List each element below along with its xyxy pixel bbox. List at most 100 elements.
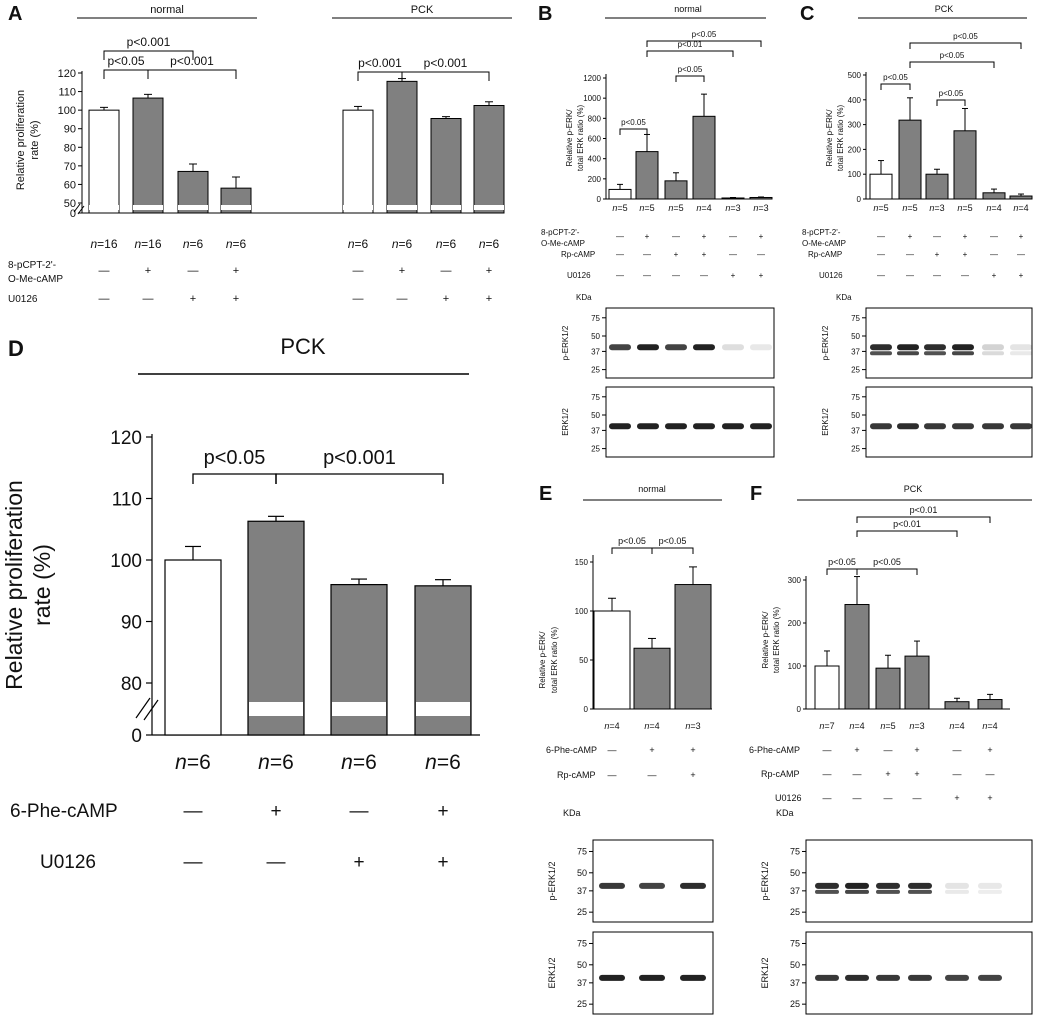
blot-band-F: [908, 974, 932, 981]
n-label-B: n=5: [639, 203, 654, 213]
significance-bracket-E: [611, 547, 653, 554]
y-tick-label-A: 50: [64, 198, 76, 210]
axis-break-gap-A: [178, 205, 208, 210]
axis-break-gap-A: [221, 205, 251, 210]
marker-label-F: 75: [790, 938, 800, 948]
treatment-sign-F: +: [885, 769, 890, 779]
y-tick-label-C: 400: [848, 96, 862, 105]
treatment-sign-C: —: [933, 271, 941, 280]
treatment-sign-D: —: [184, 801, 203, 822]
kda-label-E: KDa: [563, 808, 581, 818]
treatment-label-B: Rp-cAMP: [561, 250, 595, 259]
kda-label-C: KDa: [836, 293, 852, 302]
axis-break-slash-D: [143, 699, 159, 721]
significance-bracket-D: [275, 473, 444, 484]
treatment-sign-E: +: [690, 745, 695, 755]
treatment-sign-A: +: [190, 293, 196, 305]
y-axis-label-A: Relative proliferation: [15, 90, 27, 190]
blot-band-F: [815, 889, 839, 894]
treatment-label-D: 6-Phe-cAMP: [10, 801, 118, 822]
marker-label-C: 75: [851, 314, 860, 323]
marker-label-E: 25: [577, 907, 587, 917]
treatment-sign-C: —: [877, 271, 885, 280]
y-tick-label-C: 500: [848, 71, 862, 80]
n-label-F: n=3: [909, 721, 924, 731]
treatment-sign-D: +: [437, 852, 448, 873]
blot-band-C: [952, 344, 974, 351]
p-value-label-F: p<0.05: [828, 557, 856, 567]
n-label-A: n=16: [90, 237, 117, 251]
treatment-sign-C: —: [877, 250, 885, 259]
blot-band-F: [945, 882, 969, 889]
bar-F: [977, 699, 1003, 710]
blot-band-B: [722, 344, 744, 351]
bar-A: [342, 109, 374, 214]
treatment-sign-A: —: [353, 293, 364, 305]
n-label-D: n=6: [341, 751, 377, 774]
n-label-A: n=6: [226, 237, 247, 251]
treatment-sign-C: +: [935, 250, 940, 259]
n-label-C: n=5: [873, 203, 888, 213]
treatment-sign-F: —: [986, 769, 995, 779]
bar-F: [844, 604, 870, 710]
axis-break-gap-A: [431, 205, 461, 210]
blot-band-F: [815, 882, 839, 889]
y-tick-label-E: 100: [575, 607, 589, 616]
group-label-F: PCK: [904, 484, 923, 494]
axis-break-gap-A: [387, 205, 417, 210]
blot-row-label-B: ERK1/2: [561, 408, 570, 436]
marker-label-F: 37: [790, 886, 800, 896]
blot-row-label-B: p-ERK1/2: [561, 325, 570, 360]
blot-band-C: [897, 351, 919, 356]
n-label-C: n=5: [902, 203, 917, 213]
y-tick-label-E: 0: [584, 705, 589, 714]
y-tick-label-B: 0: [597, 195, 602, 204]
y-tick-label-A: 0: [70, 208, 76, 220]
group-label-B: normal: [674, 4, 702, 14]
y-axis-label-C: Relative p-ERK/: [825, 109, 834, 167]
treatment-sign-B: —: [616, 232, 624, 241]
p-value-label-C: p<0.05: [953, 32, 978, 41]
y-tick-label-A: 110: [58, 87, 76, 99]
blot-band-F: [908, 882, 932, 889]
n-label-C: n=4: [1013, 203, 1028, 213]
blot-band-E: [680, 882, 706, 889]
significance-bracket-C: [880, 83, 911, 90]
bar-B: [608, 188, 632, 200]
treatment-sign-C: +: [1019, 232, 1024, 241]
treatment-label-E: Rp-cAMP: [557, 770, 596, 780]
treatment-sign-F: —: [853, 793, 862, 803]
y-tick-label-D: 80: [121, 674, 142, 695]
bar-A: [132, 97, 164, 214]
marker-label-C: 50: [851, 411, 860, 420]
marker-label-F: 25: [790, 907, 800, 917]
blot-band-F: [845, 889, 869, 894]
p-value-label-A: p<0.001: [170, 54, 214, 68]
treatment-sign-C: +: [963, 232, 968, 241]
marker-label-E: 50: [577, 868, 587, 878]
blot-band-C: [924, 344, 946, 351]
p-value-label-A: p<0.05: [107, 54, 144, 68]
group-label-A: normal: [150, 4, 184, 16]
treatment-label-C: 8-pCPT-2'-: [802, 228, 841, 237]
bar-B: [721, 197, 745, 200]
significance-bracket-A: [357, 71, 403, 81]
blot-band-E: [599, 974, 625, 981]
treatment-sign-B: —: [672, 232, 680, 241]
p-value-label-F: p<0.01: [910, 505, 938, 515]
n-label-B: n=4: [696, 203, 711, 213]
significance-bracket-B: [619, 128, 648, 135]
blot-frame-C: [865, 307, 1033, 379]
n-label-A: n=16: [134, 237, 161, 251]
treatment-sign-F: +: [914, 745, 919, 755]
bar-F: [814, 665, 840, 710]
treatment-sign-C: —: [906, 271, 914, 280]
n-label-C: n=5: [957, 203, 972, 213]
y-tick-label-D: 0: [131, 726, 142, 747]
n-label-C: n=4: [986, 203, 1001, 213]
blot-band-B: [665, 344, 687, 351]
treatment-label-C: O-Me-cAMP: [802, 239, 846, 248]
panel-letter-E: E: [539, 483, 552, 505]
bar-A: [386, 80, 418, 214]
blot-frame-B: [605, 307, 775, 379]
